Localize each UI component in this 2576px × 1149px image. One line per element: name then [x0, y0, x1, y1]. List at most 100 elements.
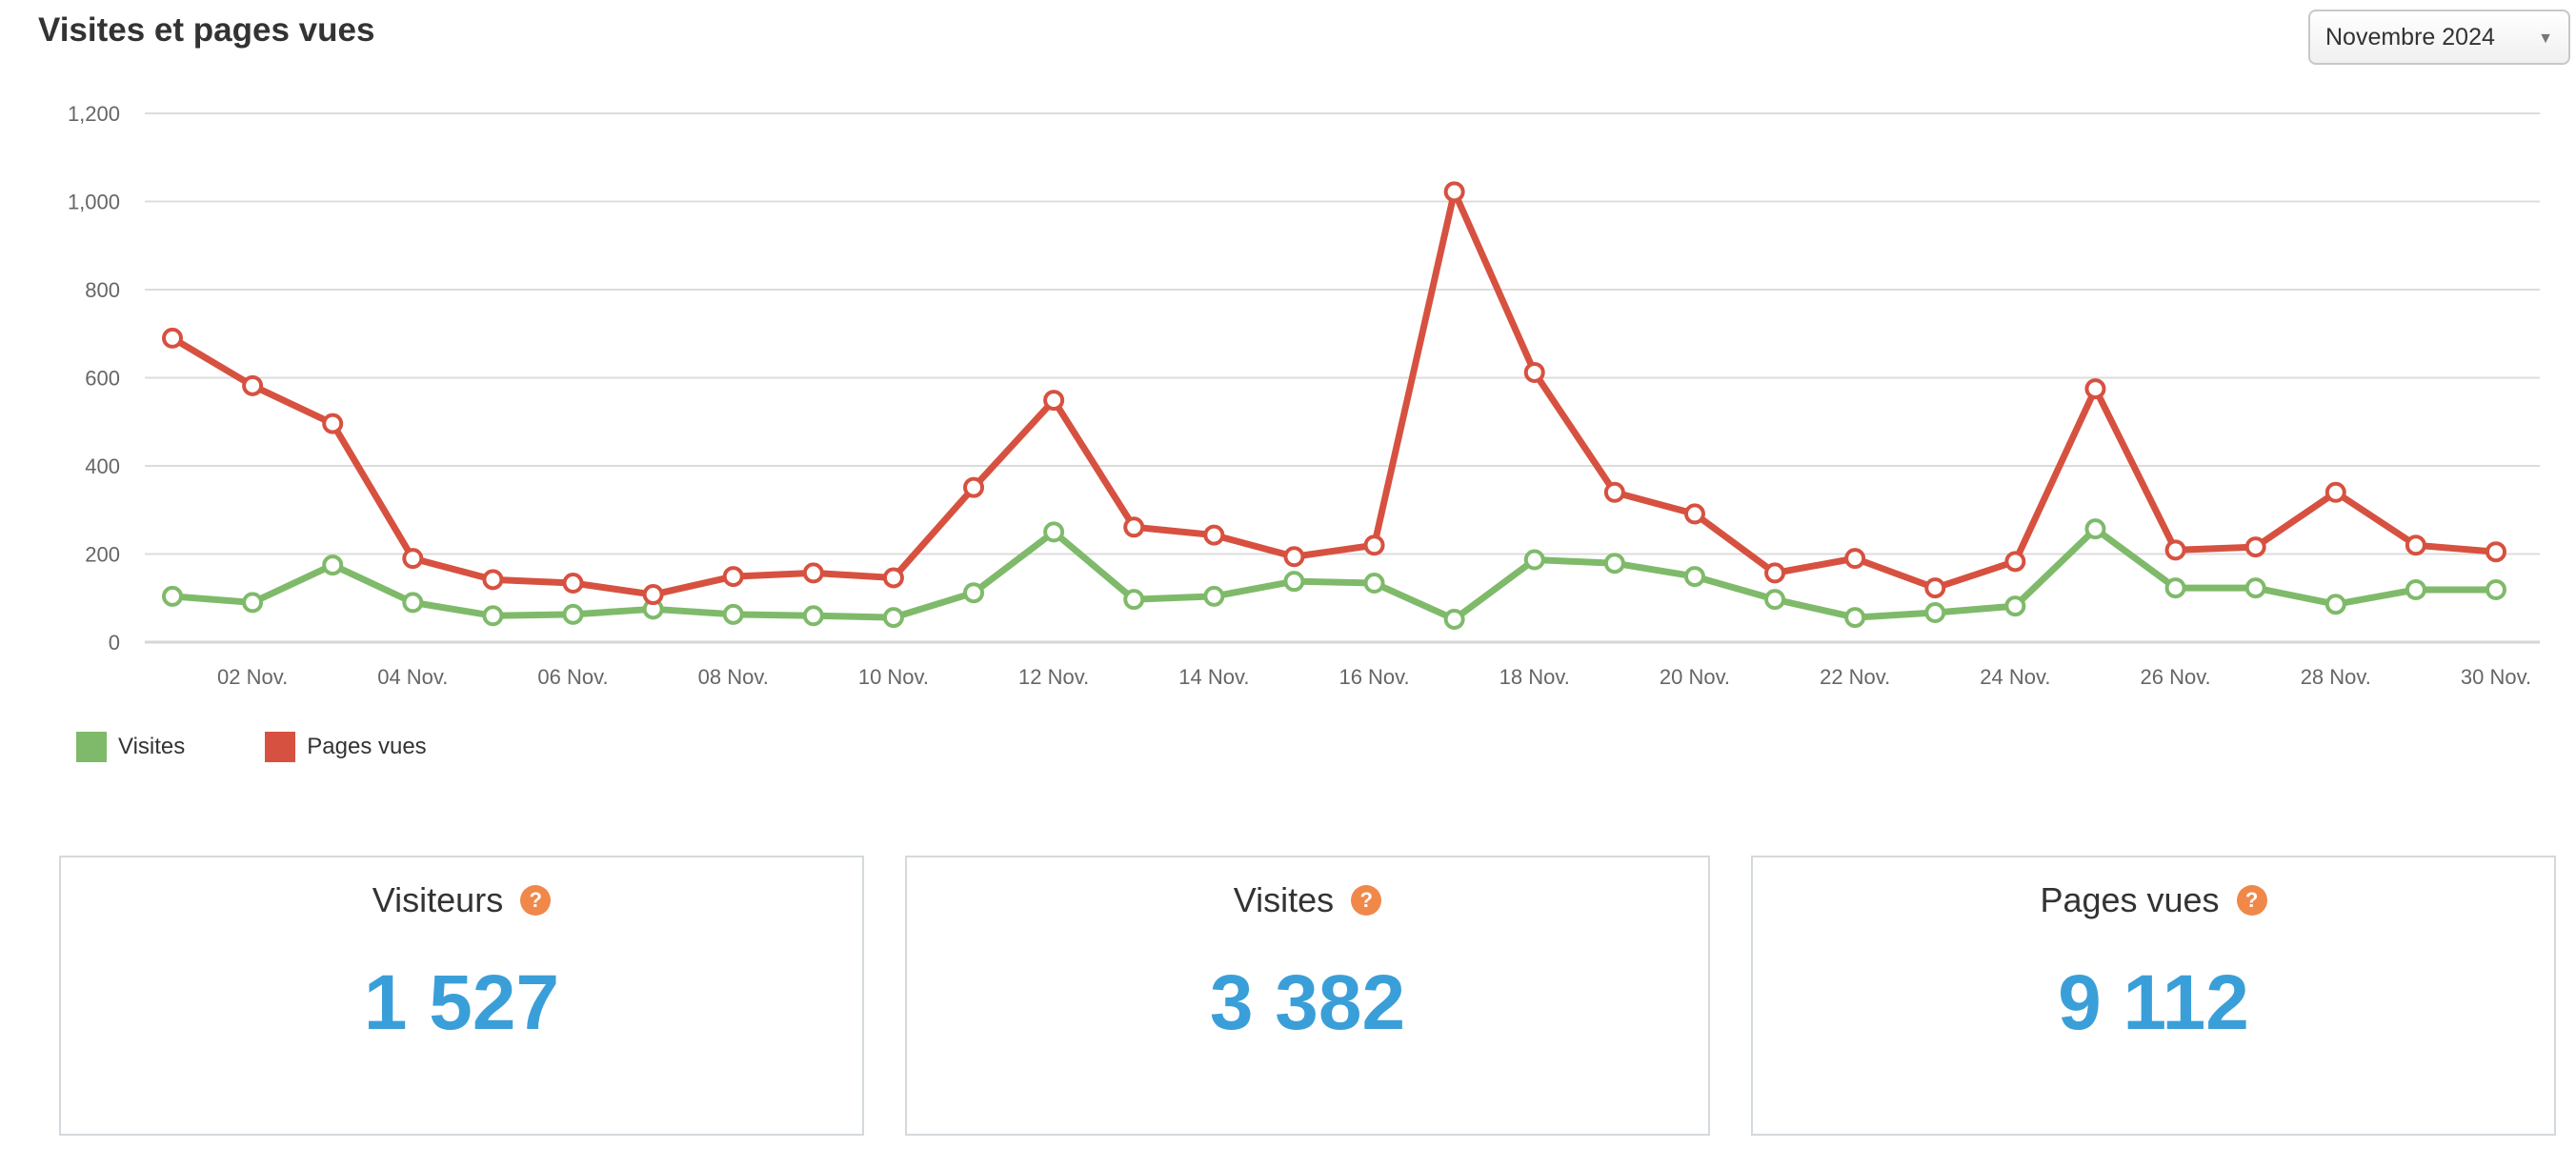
data-point-visites [1523, 549, 1545, 571]
data-point-pages-vues [882, 567, 904, 589]
stat-value: 9 112 [2058, 959, 2249, 1046]
series-line-pages-vues [171, 188, 2497, 598]
legend-item-pages-vues[interactable]: Pages vues [265, 732, 427, 762]
y-tick-label: 600 [85, 367, 120, 391]
data-point-pages-vues [722, 566, 744, 588]
data-point-visites [1363, 573, 1385, 595]
legend-label: Visites [118, 734, 186, 759]
data-point-visites [1123, 589, 1145, 611]
x-tick-label: 12 Nov. [1018, 665, 1089, 689]
data-point-visites [1844, 607, 1866, 629]
data-point-visites [1764, 589, 1786, 611]
data-point-pages-vues [1924, 577, 1946, 599]
data-point-pages-vues [1283, 546, 1305, 568]
data-point-pages-vues [1443, 181, 1465, 203]
x-tick-label: 20 Nov. [1660, 665, 1730, 689]
x-tick-label: 14 Nov. [1178, 665, 1249, 689]
data-point-visites [2244, 577, 2266, 599]
data-point-pages-vues [1683, 503, 1705, 525]
data-point-visites [1603, 553, 1625, 574]
x-tick-label: 02 Nov. [217, 665, 288, 689]
data-point-pages-vues [1363, 534, 1385, 556]
data-point-pages-vues [162, 327, 183, 349]
stat-value: 3 382 [1209, 959, 1406, 1046]
period-select-value: Novembre 2024 [2325, 23, 2495, 50]
series-line-visites [171, 525, 2496, 623]
data-point-visites [2324, 594, 2346, 615]
data-point-visites [162, 585, 183, 607]
data-point-pages-vues [1764, 562, 1786, 584]
data-point-pages-vues [1123, 516, 1145, 538]
help-icon[interactable]: ? [1351, 885, 1382, 916]
data-point-visites [2004, 595, 2026, 617]
period-select[interactable]: Novembre 2024 ▼ [2308, 10, 2570, 65]
data-point-pages-vues [482, 569, 504, 591]
chevron-down-icon: ▼ [2538, 30, 2553, 47]
x-tick-label: 30 Nov. [2461, 665, 2531, 689]
x-tick-label: 26 Nov. [2140, 665, 2210, 689]
data-point-pages-vues [642, 584, 664, 606]
stat-label: Visiteurs [372, 880, 504, 919]
x-tick-label: 10 Nov. [858, 665, 929, 689]
y-tick-label: 800 [85, 278, 120, 302]
stat-card-pages-vues: Pages vues? 9 112 [1751, 856, 2556, 1136]
data-point-visites [882, 607, 904, 629]
legend-label: Pages vues [307, 734, 427, 759]
data-point-pages-vues [242, 374, 264, 396]
y-tick-label: 1,200 [68, 102, 120, 126]
data-point-pages-vues [322, 413, 344, 434]
data-point-pages-vues [402, 548, 424, 570]
stat-card-visiteurs: Visiteurs? 1 527 [59, 856, 864, 1136]
line-chart: 0 200 400 600 800 1,000 1,200 02 Nov. 04 Nov. 06 … [68, 102, 2540, 689]
data-point-visites [802, 605, 824, 627]
data-point-visites [482, 605, 504, 627]
data-point-visites [402, 592, 424, 614]
legend-swatch-pages-vues [265, 732, 296, 762]
legend-item-visites[interactable]: Visites [76, 732, 185, 762]
x-tick-label: 06 Nov. [537, 665, 608, 689]
stat-label: Pages vues [2040, 880, 2220, 919]
legend-swatch-visites [76, 732, 107, 762]
data-point-pages-vues [1203, 524, 1225, 546]
data-point-pages-vues [963, 476, 985, 498]
y-tick-label: 400 [85, 454, 120, 478]
data-point-pages-vues [2485, 541, 2506, 563]
data-point-visites [1203, 585, 1225, 607]
page-title: Visites et pages vues [38, 11, 375, 49]
data-point-visites [1924, 602, 1946, 624]
data-point-pages-vues [2084, 378, 2106, 400]
data-point-pages-vues [1043, 390, 1065, 412]
x-tick-label: 16 Nov. [1338, 665, 1409, 689]
data-point-visites [242, 592, 264, 614]
x-tick-label: 08 Nov. [698, 665, 769, 689]
data-point-visites [2405, 578, 2426, 600]
data-point-visites [2164, 577, 2186, 599]
x-tick-label: 28 Nov. [2301, 665, 2371, 689]
data-point-visites [2084, 518, 2106, 540]
data-point-pages-vues [2405, 534, 2426, 556]
x-tick-label: 04 Nov. [377, 665, 448, 689]
data-point-pages-vues [802, 562, 824, 584]
x-tick-label: 24 Nov. [1980, 665, 2050, 689]
data-point-visites [963, 582, 985, 604]
data-point-pages-vues [2164, 539, 2186, 561]
data-point-visites [722, 603, 744, 625]
x-tick-label: 18 Nov. [1499, 665, 1570, 689]
data-point-pages-vues [2324, 481, 2346, 503]
chart-legend: Visites Pages vues [76, 732, 427, 762]
help-icon[interactable]: ? [520, 885, 552, 916]
data-point-pages-vues [2244, 536, 2266, 558]
data-point-visites [1043, 521, 1065, 543]
data-point-visites [322, 554, 344, 576]
data-point-pages-vues [1523, 361, 1545, 383]
stat-card-visites: Visites? 3 382 [905, 856, 1710, 1136]
data-point-pages-vues [2004, 551, 2026, 573]
help-icon[interactable]: ? [2236, 885, 2267, 916]
data-point-visites [1683, 566, 1705, 588]
data-point-visites [1443, 608, 1465, 630]
data-point-visites [1283, 571, 1305, 593]
data-point-visites [2485, 578, 2506, 600]
y-tick-label: 1,000 [68, 191, 120, 214]
y-tick-label: 0 [109, 631, 120, 655]
data-point-pages-vues [1603, 481, 1625, 503]
